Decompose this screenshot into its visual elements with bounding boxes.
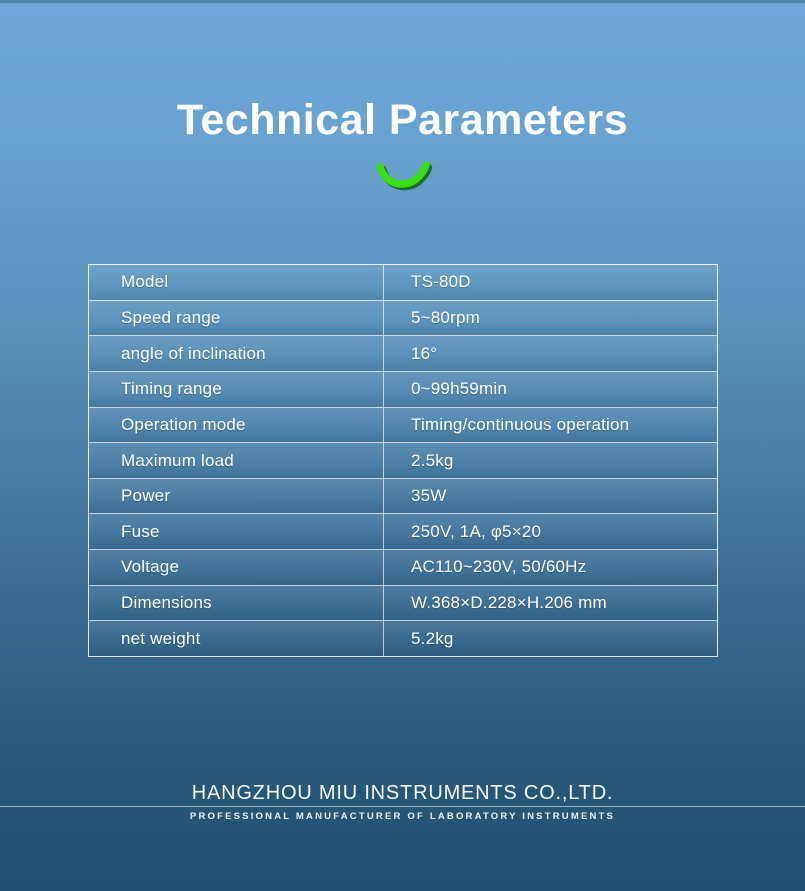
table-row: Operation mode Timing/continuous operatio… (89, 407, 717, 444)
table-row: Maximum load 2.5kg (89, 443, 717, 479)
spec-label: net weight (89, 621, 384, 657)
spec-value: 5.2kg (411, 628, 454, 648)
spec-value: AC110~230V, 50/60Hz (411, 557, 587, 577)
spec-label: Model (89, 265, 384, 300)
table-row: Timing range 0~99h59min (89, 371, 717, 408)
top-edge-strip (0, 0, 805, 3)
smile-arc-icon (367, 156, 439, 204)
spec-label: Fuse (89, 514, 384, 550)
spec-label: Maximum load (89, 443, 384, 478)
company-name: HANGZHOU MIU INSTRUMENTS CO.,LTD. (191, 782, 614, 804)
table-row: Voltage AC110~230V, 50/60Hz (89, 550, 717, 586)
spec-label: Power (89, 478, 384, 514)
spec-value: 16° (411, 343, 438, 363)
spec-label: Dimensions (89, 585, 384, 621)
spec-value: Timing/continuous operation (411, 414, 630, 434)
spec-value: W.368×D.228×H.206 mm (411, 593, 607, 613)
spec-value: 35W (411, 486, 447, 506)
company-tagline: PROFESSIONAL MANUFACTURER OF LABORATORY … (189, 811, 616, 822)
spec-label: Voltage (89, 550, 384, 585)
table-row: Speed range 5~80rpm (89, 300, 717, 337)
spec-label: angle of inclination (89, 336, 384, 371)
table-row: Model TS-80D (89, 265, 717, 301)
spec-label: Operation mode (89, 407, 384, 443)
footer-divider (0, 806, 805, 807)
spec-value: 2.5kg (411, 450, 454, 470)
spec-value: 0~99h59min (411, 379, 508, 399)
page-title: Technical Parameters (176, 96, 629, 144)
table-row: Power 35W (89, 478, 717, 515)
spec-value: TS-80D (411, 272, 471, 292)
spec-label: Speed range (89, 300, 384, 336)
table-row: net weight 5.2kg (89, 621, 717, 657)
spec-label: Timing range (89, 371, 384, 407)
table-row: angle of inclination 16° (89, 336, 717, 372)
table-row: Dimensions W.368×D.228×H.206 mm (89, 585, 717, 622)
spec-table: Model TS-80D Speed range 5~80rpm angle of in… (88, 264, 718, 657)
spec-value: 5~80rpm (411, 307, 480, 327)
table-row: Fuse 250V, 1A, φ5×20 (89, 514, 717, 551)
spec-value: 250V, 1A, φ5×20 (411, 521, 542, 541)
